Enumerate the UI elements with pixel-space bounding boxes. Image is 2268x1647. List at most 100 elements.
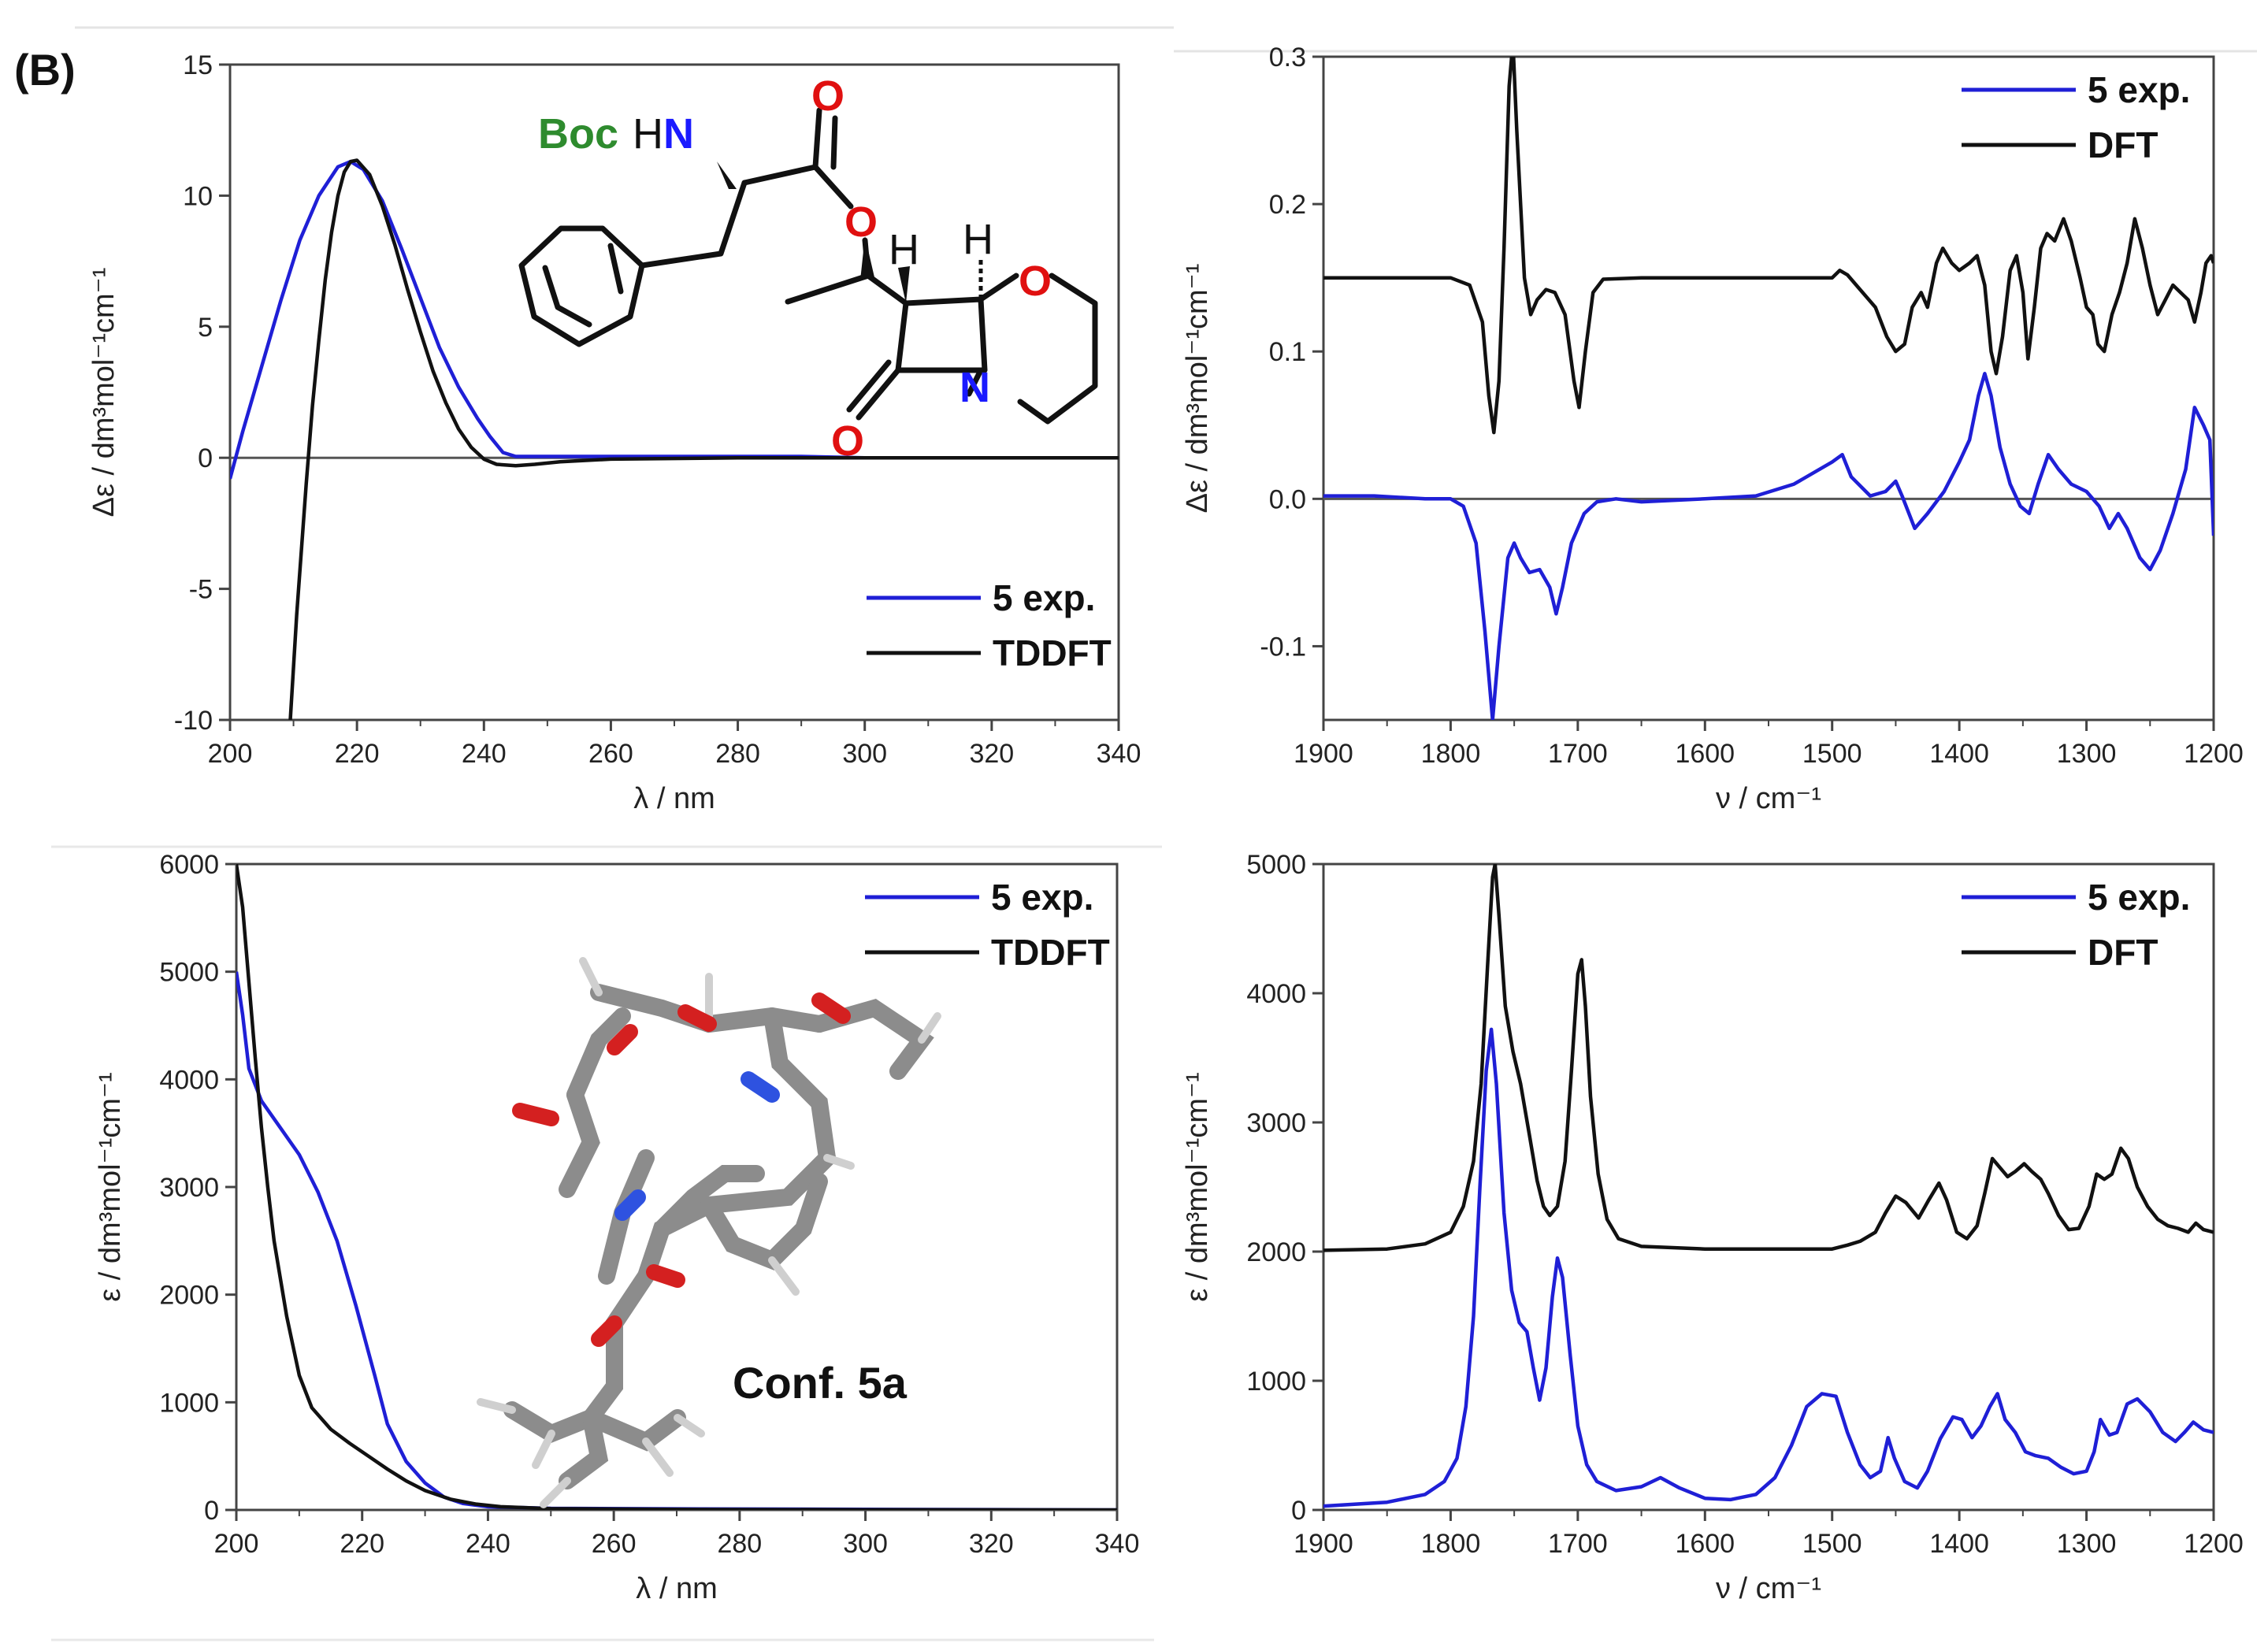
x-tick-label: 1900 <box>1294 1529 1353 1559</box>
x-tick-label: 320 <box>969 1529 1014 1559</box>
y-tick-label: 10 <box>183 181 213 211</box>
chart-ecd: 200 220 240 260 280 300 320 340 -10 -5 0 5 10 15 λ / n… <box>87 50 1141 815</box>
y-tick-label: 1000 <box>1246 1367 1306 1397</box>
h-label-left: H <box>889 226 919 273</box>
x-tick-label: 1200 <box>2184 739 2244 769</box>
legend-label: TDDFT <box>993 632 1112 673</box>
series-line-5-exp- <box>1323 1027 2214 1508</box>
h-label-right: H <box>963 216 993 263</box>
conformer-label: Conf. 5a <box>733 1358 908 1408</box>
y-tick-label: 1000 <box>159 1388 219 1418</box>
y-tick-label: 0 <box>1291 1496 1306 1526</box>
y-tick-label: 15 <box>183 50 213 80</box>
conformer-model: Conf. 5a <box>477 957 941 1508</box>
x-tick-label: 220 <box>340 1529 384 1559</box>
x-tick-label: 240 <box>466 1529 510 1559</box>
y-tick-label: 0.0 <box>1269 484 1306 514</box>
x-tick-label: 200 <box>208 739 253 769</box>
legend-label: 5 exp. <box>991 877 1093 918</box>
x-tick-label: 1900 <box>1294 739 1353 769</box>
x-tick-label: 200 <box>214 1529 259 1559</box>
legend-label: DFT <box>2088 932 2158 973</box>
series-line-5-exp- <box>236 971 1117 1510</box>
x-axis-label: λ / nm <box>633 782 715 815</box>
y-tick-label: -0.1 <box>1260 632 1306 662</box>
series-line-5-exp- <box>230 159 1119 480</box>
x-tick-label: 1400 <box>1929 1529 1989 1559</box>
ring-n-label: N <box>960 364 990 411</box>
x-tick-label: 1800 <box>1421 739 1481 769</box>
x-tick-label: 1700 <box>1548 739 1608 769</box>
x-tick-label: 1300 <box>2057 1529 2117 1559</box>
chart-uv: 200 220 240 260 280 300 320 340 0 1000 2000 3000 400… <box>94 850 1139 1605</box>
series-line-dft <box>1323 57 2214 435</box>
y-axis-label: Δε / dm³mol⁻¹cm⁻¹ <box>87 268 121 517</box>
x-tick-label: 260 <box>588 739 633 769</box>
y-tick-label: 0.3 <box>1269 43 1306 72</box>
y-axis-label: ε / dm³mol⁻¹cm⁻¹ <box>1181 1072 1214 1301</box>
ester-o-label: O <box>844 198 878 246</box>
x-tick-label: 1600 <box>1675 1529 1735 1559</box>
x-axis-label: ν / cm⁻¹ <box>1716 782 1821 815</box>
x-tick-label: 1500 <box>1802 739 1862 769</box>
series-line-tddft <box>236 864 1117 1510</box>
y-tick-label: 6000 <box>159 850 219 880</box>
lactam-o-label: O <box>831 417 864 465</box>
y-axis-label: ε / dm³mol⁻¹cm⁻¹ <box>94 1072 127 1301</box>
y-tick-label: 0.2 <box>1269 190 1306 220</box>
x-tick-label: 1500 <box>1802 1529 1862 1559</box>
plot-frame <box>1322 55 2215 721</box>
y-tick-label: 4000 <box>1246 979 1306 1009</box>
nh-h-label: H <box>633 110 663 158</box>
y-tick-label: 5000 <box>159 958 219 988</box>
x-tick-label: 340 <box>1095 1529 1140 1559</box>
chart-ir: 1900 1800 1700 1600 1500 1400 1300 1200 0 1000 200… <box>1181 850 2244 1605</box>
x-axis-label: ν / cm⁻¹ <box>1716 1572 1821 1605</box>
carbonyl-o-label: O <box>811 72 844 120</box>
x-tick-label: 300 <box>843 1529 888 1559</box>
x-tick-label: 320 <box>969 739 1014 769</box>
x-tick-label: 340 <box>1097 739 1141 769</box>
series-line-5-exp- <box>1323 372 2214 720</box>
y-tick-label: 2000 <box>1246 1237 1306 1267</box>
y-tick-label: -5 <box>189 575 213 605</box>
boc-label: Boc <box>538 110 618 158</box>
x-tick-label: 1800 <box>1421 1529 1481 1559</box>
y-tick-label: 3000 <box>1246 1108 1306 1138</box>
y-tick-label: 0 <box>198 443 213 473</box>
x-tick-label: 1700 <box>1548 1529 1608 1559</box>
legend-label: DFT <box>2088 124 2158 165</box>
panel-label: (B) <box>14 45 76 95</box>
y-axis-label: Δε / dm³mol⁻¹cm⁻¹ <box>1181 264 1214 514</box>
y-tick-label: 4000 <box>159 1065 219 1095</box>
series-line-tddft <box>288 158 1119 720</box>
legend-label: 5 exp. <box>993 577 1095 618</box>
x-tick-label: 300 <box>842 739 887 769</box>
x-tick-label: 1300 <box>2057 739 2117 769</box>
x-tick-label: 220 <box>335 739 380 769</box>
legend-label: 5 exp. <box>2088 69 2190 110</box>
y-tick-label: 3000 <box>159 1173 219 1203</box>
x-tick-label: 280 <box>717 1529 762 1559</box>
x-tick-label: 1200 <box>2184 1529 2244 1559</box>
x-tick-label: 280 <box>715 739 760 769</box>
series-line-dft <box>1323 864 2214 1252</box>
nh-n-label: N <box>663 110 694 158</box>
y-tick-label: 2000 <box>159 1281 219 1311</box>
y-tick-label: 5 <box>198 313 213 343</box>
molecule-structure: Boc H N O O H H O N O <box>518 72 1098 465</box>
y-tick-label: 0.1 <box>1269 337 1306 367</box>
x-tick-label: 1600 <box>1675 739 1735 769</box>
legend-label: 5 exp. <box>2088 877 2190 918</box>
y-tick-label: 0 <box>204 1496 219 1526</box>
legend-label: TDDFT <box>991 932 1110 973</box>
y-tick-label: 5000 <box>1246 850 1306 880</box>
x-tick-label: 260 <box>592 1529 637 1559</box>
ring-o-label: O <box>1019 258 1052 305</box>
plot-frame <box>1322 862 2215 1512</box>
x-tick-label: 1400 <box>1929 739 1989 769</box>
y-tick-label: -10 <box>174 706 213 736</box>
chart-vcd: 1900 1800 1700 1600 1500 1400 1300 1200 -0.1 0.0 0… <box>1181 43 2244 815</box>
x-tick-label: 240 <box>462 739 507 769</box>
